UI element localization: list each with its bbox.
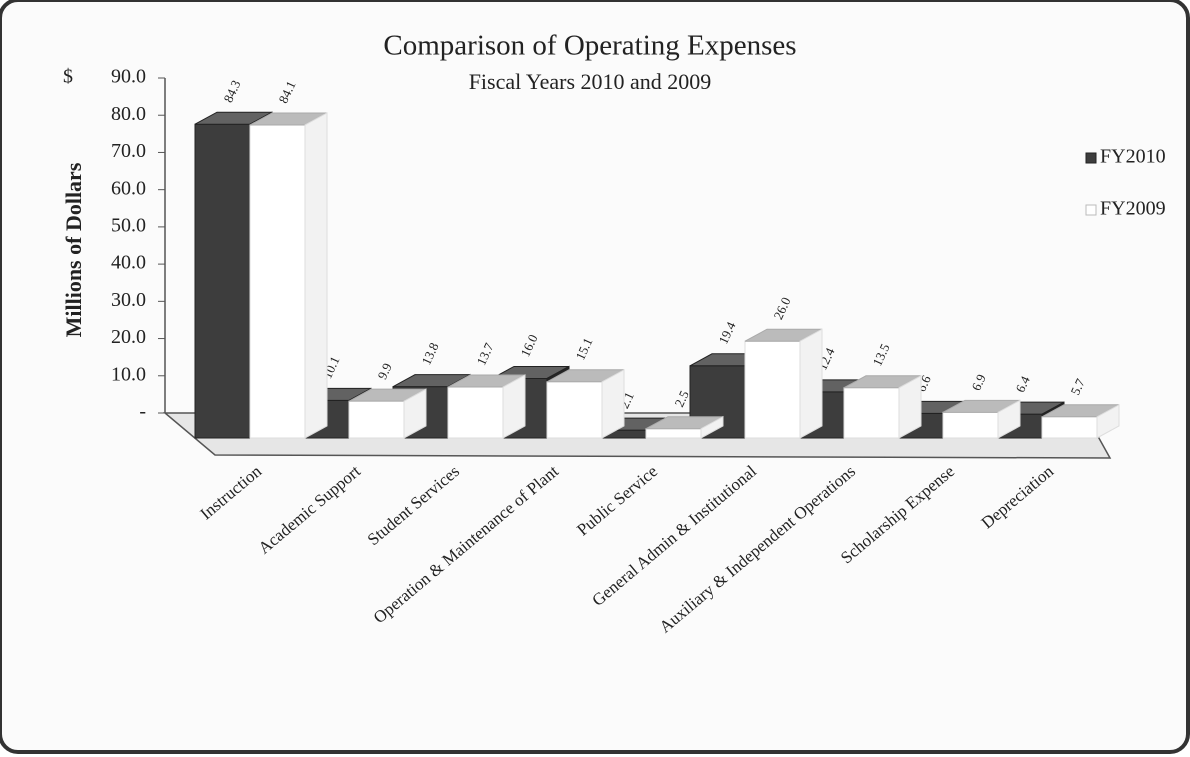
legend-swatch bbox=[1085, 204, 1097, 216]
y-tick-label: 90.0 bbox=[111, 66, 146, 88]
bar-front bbox=[744, 340, 801, 439]
y-tick-label: 40.0 bbox=[111, 252, 146, 274]
value-label: 2.5 bbox=[671, 388, 691, 409]
legend-label: FY2009 bbox=[1100, 198, 1166, 220]
bar-front bbox=[194, 123, 251, 439]
y-tick-label: - bbox=[139, 401, 146, 423]
bar-front bbox=[249, 124, 306, 439]
bar bbox=[1041, 403, 1120, 439]
y-tick-label: 80.0 bbox=[111, 103, 146, 125]
bar-front bbox=[942, 411, 999, 439]
y-tick-label: 50.0 bbox=[111, 214, 146, 236]
legend-swatch bbox=[1085, 152, 1097, 164]
bar-side bbox=[304, 112, 328, 439]
bar-front bbox=[447, 386, 504, 439]
bar-side bbox=[601, 368, 625, 439]
bar bbox=[843, 374, 922, 439]
bar bbox=[942, 399, 1021, 439]
bar-side bbox=[1096, 403, 1120, 439]
y-tick-label: 60.0 bbox=[111, 177, 146, 199]
bar bbox=[645, 415, 724, 439]
chart-subtitle: Fiscal Years 2010 and 2009 bbox=[469, 69, 712, 94]
value-label: 9.9 bbox=[374, 361, 394, 382]
legend-label: FY2010 bbox=[1100, 146, 1166, 168]
bar-side bbox=[799, 328, 823, 439]
bar-side bbox=[898, 374, 922, 439]
bar bbox=[744, 328, 823, 439]
bar-front bbox=[645, 428, 702, 439]
bar-front bbox=[546, 381, 603, 439]
chart-title: Comparison of Operating Expenses bbox=[383, 30, 796, 62]
bar bbox=[249, 112, 328, 439]
bar-side bbox=[403, 388, 427, 439]
value-label: 6.4 bbox=[1012, 373, 1033, 395]
bar-side bbox=[700, 415, 724, 439]
bar bbox=[348, 388, 427, 439]
y-tick-label: 30.0 bbox=[111, 289, 146, 311]
bar-front bbox=[1041, 416, 1098, 439]
y-tick-label: 70.0 bbox=[111, 140, 146, 162]
bar bbox=[546, 368, 625, 439]
bar-side bbox=[997, 399, 1021, 439]
value-label: 6.9 bbox=[968, 372, 988, 393]
y-tick-label: 20.0 bbox=[111, 326, 146, 348]
y-tick-label: 10.0 bbox=[111, 363, 146, 385]
bar-front bbox=[843, 387, 900, 439]
y-unit: $ bbox=[63, 66, 73, 88]
value-label: 5.7 bbox=[1067, 376, 1088, 398]
bar bbox=[447, 374, 526, 439]
y-axis-label: Millions of Dollars bbox=[61, 162, 86, 337]
bar-side bbox=[502, 374, 526, 439]
bar-front bbox=[348, 400, 405, 439]
